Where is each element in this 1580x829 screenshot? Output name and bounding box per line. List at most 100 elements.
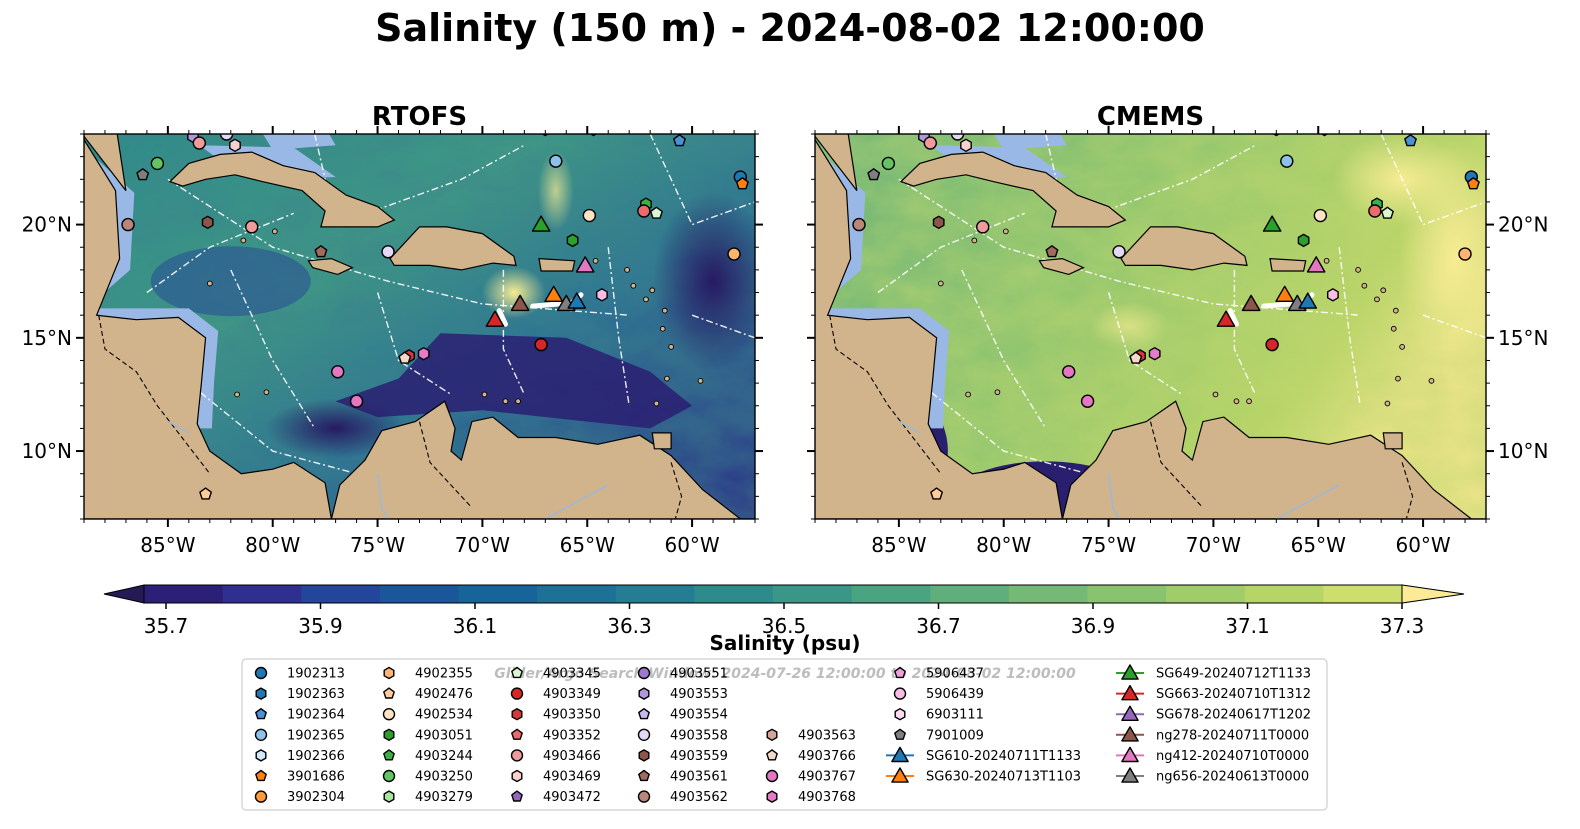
- observation-marker: [381, 245, 395, 259]
- observation-marker: [1297, 233, 1310, 248]
- lat-tick-label: 15°N: [22, 326, 72, 350]
- observation-marker: [1216, 310, 1236, 327]
- islet: [1355, 267, 1361, 273]
- legend-marker: [383, 749, 395, 761]
- continental-shelf: [993, 134, 1067, 150]
- observation-marker: [1458, 247, 1472, 261]
- islet: [664, 375, 670, 382]
- observation-marker: [1404, 134, 1417, 147]
- legend-label: 4903551: [670, 667, 728, 682]
- legend-marker: [511, 728, 523, 740]
- colorbar-segment: [537, 585, 617, 603]
- eez-boundary: [691, 314, 755, 339]
- legend-label: 4903279: [415, 790, 473, 805]
- colorbar-tick-label: 37.1: [1225, 614, 1270, 638]
- colorbar-segment: [301, 585, 381, 603]
- legend-label: 5906439: [926, 687, 984, 702]
- legend-label: 4903466: [543, 749, 601, 764]
- river: [167, 420, 190, 434]
- observation-marker: [932, 215, 945, 230]
- observation-marker: [1380, 206, 1394, 219]
- eez-boundary: [1107, 292, 1183, 395]
- eez-boundary: [376, 292, 452, 395]
- legend-marker: [510, 749, 524, 762]
- legend-label: 4903352: [543, 728, 601, 743]
- observation-marker: [1368, 204, 1382, 218]
- eez-boundary: [1233, 269, 1256, 395]
- observation-marker: [534, 337, 548, 352]
- legend-label: 5906437: [926, 667, 984, 682]
- eez-boundary: [502, 269, 525, 395]
- observation-marker: [331, 365, 345, 379]
- eez-boundary: [961, 269, 1047, 429]
- lon-tick-label: 85°W: [871, 533, 926, 557]
- observation-marker: [673, 134, 686, 147]
- country-border: [98, 315, 211, 475]
- colorbar-tick-label: 37.3: [1380, 614, 1425, 638]
- observation-marker: [727, 247, 741, 261]
- legend-label: 4903768: [798, 790, 856, 805]
- country-border: [829, 315, 942, 475]
- islet: [271, 228, 278, 235]
- colorbar-segment: [615, 585, 695, 603]
- islet: [263, 389, 270, 396]
- observation-marker: [417, 347, 430, 361]
- islet: [1323, 257, 1330, 264]
- legend-marker: [637, 790, 651, 803]
- legend-marker: [638, 687, 650, 700]
- observation-marker: [881, 156, 896, 171]
- legend-marker: [255, 769, 267, 782]
- islet: [1428, 378, 1435, 384]
- legend-label: 1902313: [287, 667, 345, 682]
- land-hisp: [1120, 226, 1248, 271]
- colorbar-segment: [930, 585, 1010, 603]
- cmems-panel-title: CMEMS: [1097, 102, 1204, 132]
- legend-label: SG649-20240712T1133: [1156, 667, 1311, 682]
- legend-marker: [1121, 705, 1139, 721]
- observation-marker: [201, 215, 214, 230]
- glider-track: [496, 308, 508, 327]
- lat-tick-label: 10°N: [1498, 439, 1548, 463]
- legend-marker: [766, 790, 778, 803]
- lat-tick-label: 10°N: [22, 439, 72, 463]
- observation-marker: [575, 256, 595, 273]
- legend-label: ng656-20240613T0000: [1156, 770, 1309, 785]
- legend-marker: [255, 708, 267, 720]
- observation-marker: [150, 156, 165, 171]
- colorbar-segment: [773, 585, 853, 603]
- legend-marker: [254, 790, 268, 803]
- legend-label: SG630-20240713T1103: [926, 770, 1081, 785]
- observation-marker: [531, 215, 551, 232]
- legend-marker: [383, 666, 395, 680]
- high-salinity-region: [537, 150, 574, 231]
- observation-marker: [398, 351, 412, 364]
- eez-boundary: [146, 212, 294, 294]
- colorbar-segment: [1087, 585, 1167, 603]
- legend-marker: [1121, 684, 1139, 701]
- legend-marker: [1121, 726, 1139, 742]
- islet: [1390, 325, 1397, 332]
- high-salinity-region: [1089, 301, 1170, 352]
- land-cuba: [899, 151, 1127, 228]
- legend-label: 4902476: [415, 687, 473, 702]
- observation-marker: [950, 134, 965, 141]
- colorbar-segment: [144, 585, 224, 603]
- legend-label: 7901009: [926, 728, 984, 743]
- observation-marker: [1148, 347, 1161, 361]
- cmems-panel: CMEMS 85°W 80°W 75°W 70°W 65°W 60°W 20°N 15°N 10°…: [807, 102, 1548, 557]
- islet: [481, 391, 488, 398]
- colorbar-tick-label: 36.5: [762, 614, 807, 638]
- continental-shelf: [262, 134, 336, 150]
- legend-marker: [511, 769, 523, 783]
- land-hisp: [389, 226, 517, 271]
- legend-marker: [891, 767, 909, 783]
- lat-tick-label: 15°N: [1498, 326, 1548, 350]
- land-yuc: [815, 134, 858, 191]
- observation-marker: [567, 292, 587, 309]
- legend-marker: [254, 728, 268, 741]
- legend-marker: [1121, 767, 1139, 783]
- low-salinity-region: [150, 246, 311, 317]
- lon-tick-label: 70°W: [1186, 533, 1241, 557]
- lon-tick-label: 65°W: [1291, 533, 1346, 557]
- colorbar-extend-low: [103, 584, 145, 604]
